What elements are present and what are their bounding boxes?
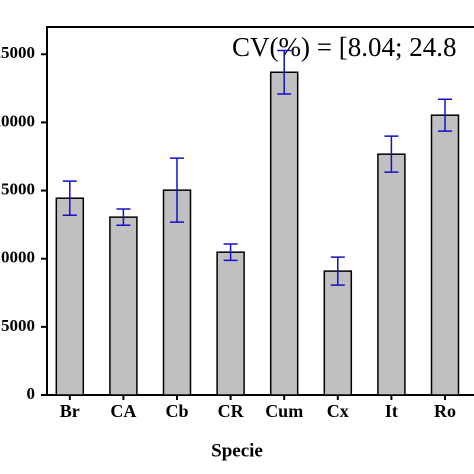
error-bar [223,243,238,262]
bar [55,197,85,396]
error-bar [277,49,292,95]
error-bar [438,98,452,132]
y-tick-label: 5000 [1,316,35,335]
error-bar [384,135,399,173]
x-tick-label: CR [218,401,245,421]
bar [269,71,299,396]
x-tick-label: Cb [165,401,188,421]
y-tick-label: 15000 [0,179,35,198]
x-tick-label: Cx [327,401,349,421]
error-bar [116,208,131,227]
error-bar [170,157,184,223]
annotation: CV(%) = [8.04; 24.8 [232,32,456,62]
y-tick-label: 25000 [0,43,35,62]
x-axis-label: Specie [211,440,263,461]
y-tick-label: 20000 [0,111,35,130]
plot-frame [46,26,474,396]
x-tick-label: CA [110,401,136,421]
y-tick-label: 0 [27,384,36,403]
bar [377,153,406,396]
x-tick-label: Br [60,401,80,421]
bar [216,251,245,396]
x-tick-label: Cum [265,401,303,421]
error-bar [62,180,77,216]
bar [430,114,460,396]
x-tick-label: It [385,401,398,421]
y-tick-label: 10000 [0,248,35,267]
error-bar [330,256,345,286]
bar [162,189,192,396]
x-tick-label: Ro [434,401,456,421]
bar [323,270,353,396]
bar [109,216,138,396]
